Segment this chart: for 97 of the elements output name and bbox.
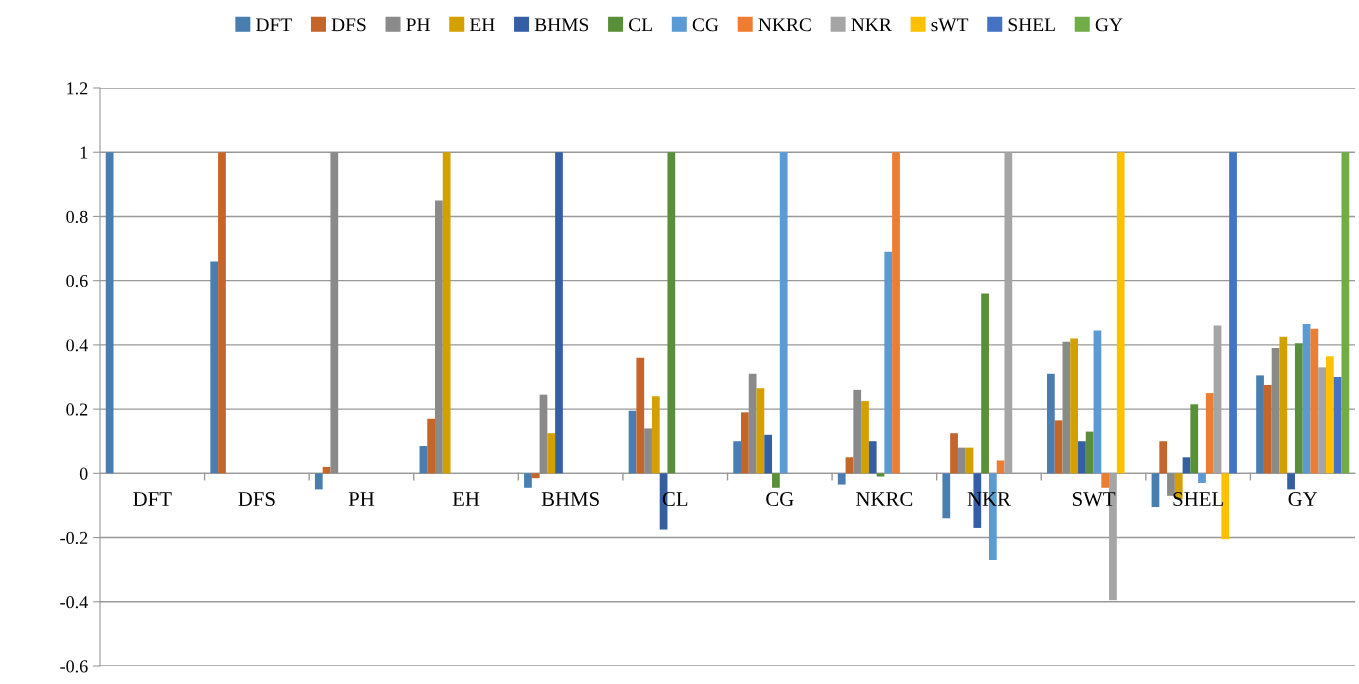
bar: [314, 473, 323, 490]
bar: [105, 152, 114, 474]
bar: [1054, 420, 1063, 474]
bar: [1093, 330, 1102, 474]
bar: [330, 152, 339, 474]
bar: [524, 473, 532, 488]
bar: [435, 200, 443, 474]
bar: [845, 457, 854, 474]
legend-label: CG: [692, 18, 719, 32]
bar: [427, 418, 436, 474]
y-tick-label: 0: [79, 467, 88, 480]
bar: [1167, 473, 1175, 496]
bar: [1310, 328, 1319, 474]
legend-label: CL: [629, 18, 652, 32]
y-tick-label: -0.6: [60, 660, 88, 673]
bar: [748, 373, 757, 474]
x-tick-label: GY: [1288, 492, 1318, 507]
bar: [884, 251, 893, 474]
legend-label: NKR: [851, 18, 892, 32]
bar: [950, 433, 958, 474]
bar: [779, 152, 788, 474]
bar: [733, 441, 742, 474]
legend-label: SHEL: [1008, 18, 1055, 32]
bar: [876, 473, 885, 477]
y-tick-label: 0.4: [66, 339, 88, 352]
bar: [531, 473, 540, 479]
bar: [1341, 152, 1350, 474]
bar: [1101, 473, 1110, 488]
bar: [756, 388, 765, 474]
bar: [547, 433, 556, 474]
y-tick-label: 1.2: [67, 82, 88, 95]
bar: [636, 357, 645, 474]
y-tick-label: 1: [80, 146, 88, 159]
legend-label: EH: [469, 18, 495, 32]
legend-label: GY: [1095, 18, 1123, 32]
bar: [1205, 393, 1214, 474]
bar: [861, 401, 869, 474]
bar: [1070, 338, 1079, 474]
bar: [651, 396, 660, 474]
bar: [442, 152, 451, 474]
bar: [942, 473, 951, 519]
bar: [1333, 377, 1342, 474]
bar: [1047, 373, 1055, 474]
bar: [1221, 473, 1230, 540]
bar: [1062, 341, 1071, 474]
legend-label: PH: [406, 18, 430, 32]
bar: [1198, 473, 1206, 483]
bar: [1078, 441, 1086, 474]
legend-label: DFS: [331, 18, 366, 32]
y-tick-label: 0.8: [66, 210, 88, 223]
x-tick-label: SWT: [1072, 492, 1116, 507]
bar: [539, 394, 548, 474]
y-tick-label: 0.2: [66, 403, 88, 416]
bar: [1085, 431, 1094, 474]
x-tick-label: PH: [348, 492, 375, 506]
legend-label: DFT: [256, 18, 292, 32]
bar: [667, 152, 676, 474]
bar: [1151, 473, 1160, 508]
bar: [1294, 343, 1303, 474]
bar: [996, 460, 1005, 474]
y-tick-label: -0.2: [60, 531, 88, 545]
bar: [210, 261, 219, 474]
bar: [1190, 404, 1199, 474]
bar: [772, 473, 780, 488]
bar: [741, 412, 749, 474]
x-tick-label: BHMS: [541, 492, 599, 507]
x-tick-label: EH: [452, 492, 480, 506]
bar: [1116, 152, 1125, 474]
legend-label: BHMS: [534, 18, 589, 32]
bar: [1279, 336, 1288, 474]
bar: [1182, 457, 1191, 474]
bar: [218, 152, 226, 474]
bar: [957, 447, 966, 474]
bar: [837, 473, 846, 485]
bar: [644, 428, 652, 474]
bar: [1325, 356, 1334, 474]
bar: [1287, 473, 1295, 490]
y-tick-label: 0.6: [66, 274, 88, 288]
bar: [1302, 324, 1311, 474]
bar: [868, 441, 877, 474]
y-tick-label: -0.4: [60, 596, 88, 609]
bar: [892, 152, 900, 474]
bar: [764, 434, 773, 474]
x-tick-label: CG: [766, 492, 794, 507]
x-tick-label: DFS: [238, 492, 275, 507]
bar: [1229, 152, 1237, 474]
bar: [981, 293, 989, 474]
bar: [1256, 375, 1264, 474]
x-tick-label: NKRC: [856, 492, 913, 507]
x-tick-label: DFT: [133, 492, 172, 506]
bar: [1263, 385, 1272, 474]
bar: [555, 152, 563, 474]
legend-label: NKRC: [758, 18, 811, 32]
bar: [1271, 348, 1280, 474]
bar: [1159, 441, 1168, 474]
legend-label: sWT: [931, 18, 969, 32]
bar: [853, 389, 862, 474]
